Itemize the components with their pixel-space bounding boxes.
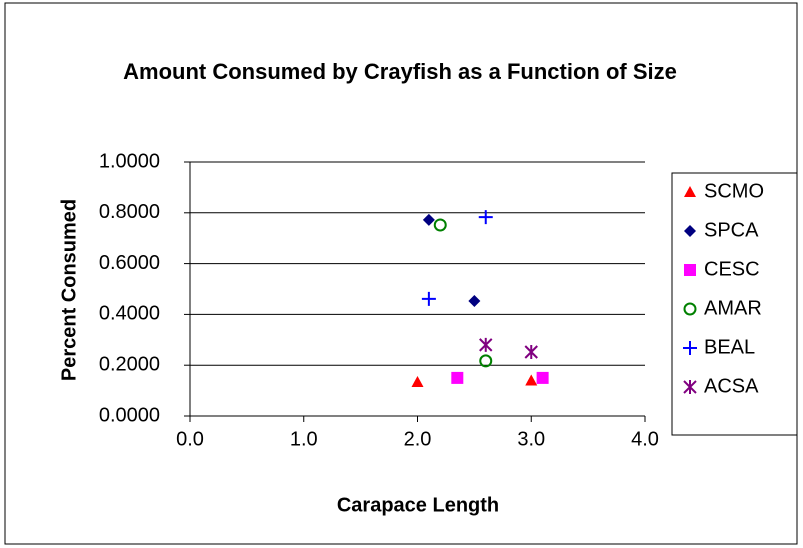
chart-border (4, 2, 798, 545)
legend-label: AMAR (704, 297, 762, 319)
legend-label: ACSA (704, 375, 759, 397)
x-tick-label: 4.0 (631, 428, 659, 450)
y-tick-label: 0.6000 (99, 252, 160, 274)
legend-box (671, 172, 798, 436)
legend-label: BEAL (704, 336, 755, 358)
legend-marker (683, 302, 697, 316)
legend-label: CESC (704, 258, 760, 280)
y-tick-label: 0.4000 (99, 303, 160, 325)
x-tick-label: 2.0 (404, 428, 432, 450)
x-tick-label: 1.0 (290, 428, 318, 450)
data-point (422, 213, 435, 226)
data-point (525, 374, 538, 386)
data-point (478, 210, 493, 225)
data-point (421, 291, 436, 306)
y-tick-label: 1.0000 (99, 150, 160, 172)
y-tick-label: 0.2000 (99, 353, 160, 375)
y-axis-label: Percent Consumed (58, 199, 80, 381)
data-point (524, 344, 538, 359)
legend-label: SPCA (704, 219, 759, 241)
x-tick-label: 0.0 (176, 428, 204, 450)
y-tick-label: 0.8000 (99, 201, 160, 223)
legend-marker (684, 186, 696, 197)
data-point (479, 337, 493, 352)
data-point (411, 375, 424, 387)
data-point (468, 294, 481, 307)
legend-marker (684, 225, 696, 237)
x-axis-label: Carapace Length (337, 494, 499, 516)
data-point (433, 218, 447, 232)
data-point (536, 371, 549, 384)
chart-title: Amount Consumed by Crayfish as a Functio… (123, 59, 677, 84)
legend-marker (684, 264, 696, 276)
x-tick-label: 3.0 (517, 428, 545, 450)
legend-label: SCMO (704, 180, 764, 202)
y-tick-label: 0.0000 (99, 404, 160, 426)
legend-marker (683, 341, 697, 355)
legend-marker (683, 380, 697, 394)
data-point (479, 354, 493, 368)
data-point (451, 371, 464, 384)
